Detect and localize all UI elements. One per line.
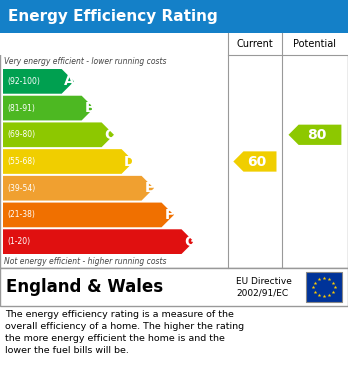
Text: A: A: [64, 74, 75, 88]
Text: Energy Efficiency Rating: Energy Efficiency Rating: [8, 9, 218, 24]
Bar: [0, 268, 348, 306]
Text: Not energy efficient - higher running costs: Not energy efficient - higher running co…: [4, 257, 166, 266]
Text: 80: 80: [307, 128, 327, 142]
Text: (39-54): (39-54): [7, 184, 35, 193]
Text: (92-100): (92-100): [7, 77, 40, 86]
Bar: [0, 0, 348, 33]
Text: E: E: [145, 181, 155, 195]
Polygon shape: [3, 176, 154, 201]
Polygon shape: [3, 149, 134, 174]
Text: Potential: Potential: [293, 39, 337, 49]
Text: EU Directive
2002/91/EC: EU Directive 2002/91/EC: [236, 276, 292, 298]
Text: (69-80): (69-80): [7, 130, 35, 139]
Text: D: D: [124, 154, 135, 169]
Polygon shape: [3, 96, 94, 120]
Polygon shape: [3, 122, 114, 147]
Text: 60: 60: [247, 154, 267, 169]
Text: Very energy efficient - lower running costs: Very energy efficient - lower running co…: [4, 57, 166, 66]
Polygon shape: [3, 229, 194, 254]
Bar: [0, 33, 348, 55]
Bar: [306, 272, 342, 302]
Text: (1-20): (1-20): [7, 237, 30, 246]
Text: G: G: [184, 235, 195, 249]
Text: (81-91): (81-91): [7, 104, 35, 113]
Text: The energy efficiency rating is a measure of the
overall efficiency of a home. T: The energy efficiency rating is a measur…: [5, 310, 244, 355]
Polygon shape: [3, 203, 174, 227]
Polygon shape: [3, 69, 74, 94]
Text: B: B: [84, 101, 95, 115]
Text: Current: Current: [237, 39, 273, 49]
Polygon shape: [233, 151, 276, 172]
Text: (55-68): (55-68): [7, 157, 35, 166]
Polygon shape: [288, 125, 341, 145]
Text: C: C: [104, 128, 115, 142]
Text: (21-38): (21-38): [7, 210, 35, 219]
Bar: [0, 33, 348, 268]
Text: F: F: [165, 208, 174, 222]
Text: England & Wales: England & Wales: [6, 278, 163, 296]
